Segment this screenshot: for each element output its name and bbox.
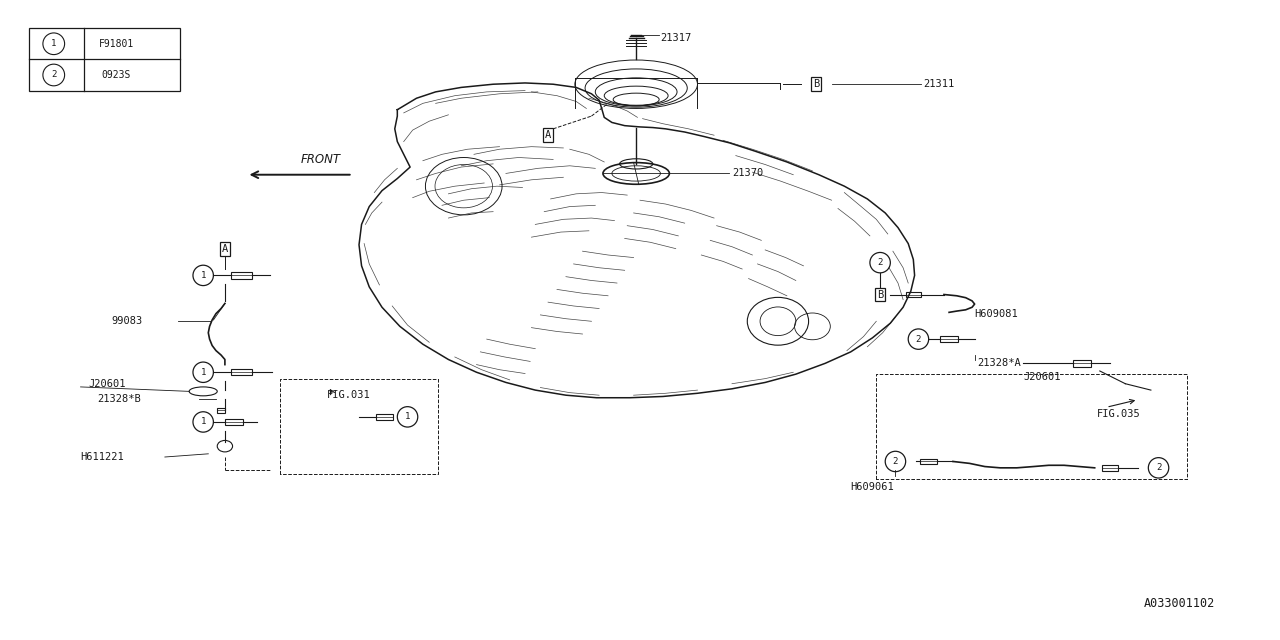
- Text: 0923S: 0923S: [101, 70, 131, 80]
- Bar: [218, 408, 225, 413]
- Text: B: B: [813, 79, 819, 89]
- Text: 2: 2: [892, 457, 899, 466]
- Text: 21328*A: 21328*A: [977, 358, 1021, 369]
- Text: 21370: 21370: [732, 168, 763, 179]
- Text: 21328*B: 21328*B: [97, 394, 141, 404]
- Text: 2: 2: [877, 258, 883, 267]
- Text: FIG.031: FIG.031: [328, 390, 371, 400]
- Text: FIG.035: FIG.035: [1097, 410, 1140, 419]
- Bar: [225, 419, 243, 425]
- Text: H609081: H609081: [974, 308, 1019, 319]
- Text: 1: 1: [201, 368, 206, 377]
- Text: 1: 1: [404, 412, 410, 421]
- Text: 2: 2: [1156, 463, 1161, 472]
- Text: 21317: 21317: [660, 33, 691, 44]
- Text: A033001102: A033001102: [1143, 597, 1215, 610]
- Text: 99083: 99083: [111, 316, 142, 326]
- Text: 2: 2: [915, 335, 922, 344]
- Text: J20601: J20601: [1023, 372, 1061, 382]
- Text: A: A: [221, 244, 228, 253]
- Text: 21311: 21311: [924, 79, 955, 89]
- Bar: [906, 292, 922, 297]
- Bar: [375, 413, 393, 420]
- Bar: [232, 369, 252, 376]
- Ellipse shape: [620, 159, 653, 169]
- Text: A: A: [545, 130, 552, 140]
- Text: B: B: [877, 289, 883, 300]
- Text: 1: 1: [51, 39, 56, 48]
- Bar: [29, 28, 180, 91]
- Bar: [232, 272, 252, 278]
- Text: F91801: F91801: [99, 39, 134, 49]
- Text: J20601: J20601: [88, 379, 125, 388]
- Text: H609061: H609061: [851, 482, 895, 492]
- Text: FRONT: FRONT: [301, 153, 340, 166]
- Text: H611221: H611221: [81, 452, 124, 462]
- Text: 2: 2: [51, 70, 56, 79]
- Ellipse shape: [189, 387, 218, 396]
- Bar: [940, 336, 957, 342]
- Text: 1: 1: [201, 271, 206, 280]
- Text: 1: 1: [201, 417, 206, 426]
- Bar: [920, 459, 937, 465]
- Bar: [1073, 360, 1091, 367]
- Bar: [1102, 465, 1119, 470]
- Ellipse shape: [218, 440, 233, 452]
